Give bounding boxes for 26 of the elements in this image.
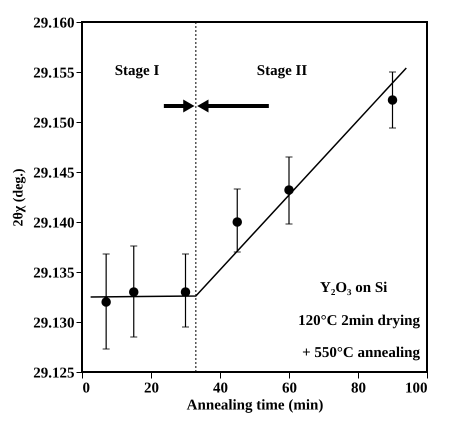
annotation: Stage II (256, 63, 308, 79)
annotation: 120°C 2min drying (298, 313, 420, 329)
x-tick-label: 20 (144, 380, 159, 396)
y-tick-label: 29.155 (33, 66, 74, 82)
x-tick-label: 60 (282, 380, 297, 396)
annotation: Stage I (114, 63, 160, 79)
point (180, 287, 190, 297)
y-tick-label: 29.140 (33, 216, 74, 232)
point (101, 297, 111, 307)
y-tick-label: 29.135 (33, 266, 74, 282)
y-tick-label: 29.145 (33, 166, 74, 182)
x-tick-label: 0 (82, 380, 90, 396)
annotation: Y₂O₃ on Si (320, 280, 388, 296)
point (129, 287, 138, 297)
x-tick-label: 80 (351, 380, 366, 396)
x-tick-label: 40 (213, 380, 228, 396)
y-tick-label: 29.150 (33, 116, 74, 132)
annotation: + 550°C annealing (302, 345, 420, 361)
y-tick-label: 29.125 (33, 366, 74, 382)
y-tick-label: 29.130 (33, 316, 74, 332)
x-axis-title: Annealing time (min) (186, 398, 324, 414)
point (232, 217, 242, 227)
y-axis-title: 2θχ (deg.) (11, 168, 26, 227)
point (388, 95, 398, 105)
x-tick-label: 100 (405, 380, 428, 396)
y-tick-label: 29.160 (33, 16, 74, 32)
